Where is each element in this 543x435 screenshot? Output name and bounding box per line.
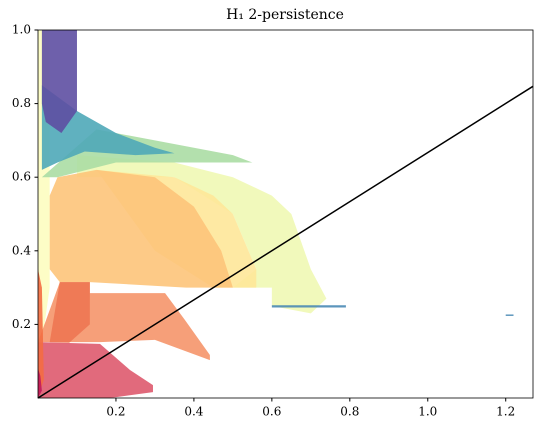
- region: [41, 30, 77, 134]
- x-tick-label: 0.2: [106, 405, 125, 419]
- y-tick-label: 0.2: [12, 317, 31, 331]
- plot-frame: [37, 29, 534, 399]
- region: [76, 155, 327, 314]
- region: [49, 282, 90, 343]
- x-tick-label: 1.0: [418, 405, 437, 419]
- diagonal-line: [37, 85, 534, 399]
- chart-title: H₁ 2-persistence: [226, 7, 344, 23]
- y-tick-label: 0.6: [12, 170, 31, 184]
- y-tick-label: 0.4: [12, 243, 31, 257]
- region: [505, 314, 514, 316]
- x-tick-label: 0.6: [262, 405, 281, 419]
- region: [38, 368, 42, 398]
- y-tick-label: 0.8: [12, 96, 31, 110]
- x-tick-label: 1.2: [496, 405, 515, 419]
- x-tick-label: 0.4: [184, 405, 203, 419]
- region: [38, 269, 44, 398]
- region: [271, 305, 346, 308]
- region: [49, 169, 233, 288]
- region: [38, 342, 153, 398]
- region: [41, 85, 175, 170]
- y-tick-label: 1.0: [12, 23, 31, 37]
- x-tick-label: 0.8: [340, 405, 359, 419]
